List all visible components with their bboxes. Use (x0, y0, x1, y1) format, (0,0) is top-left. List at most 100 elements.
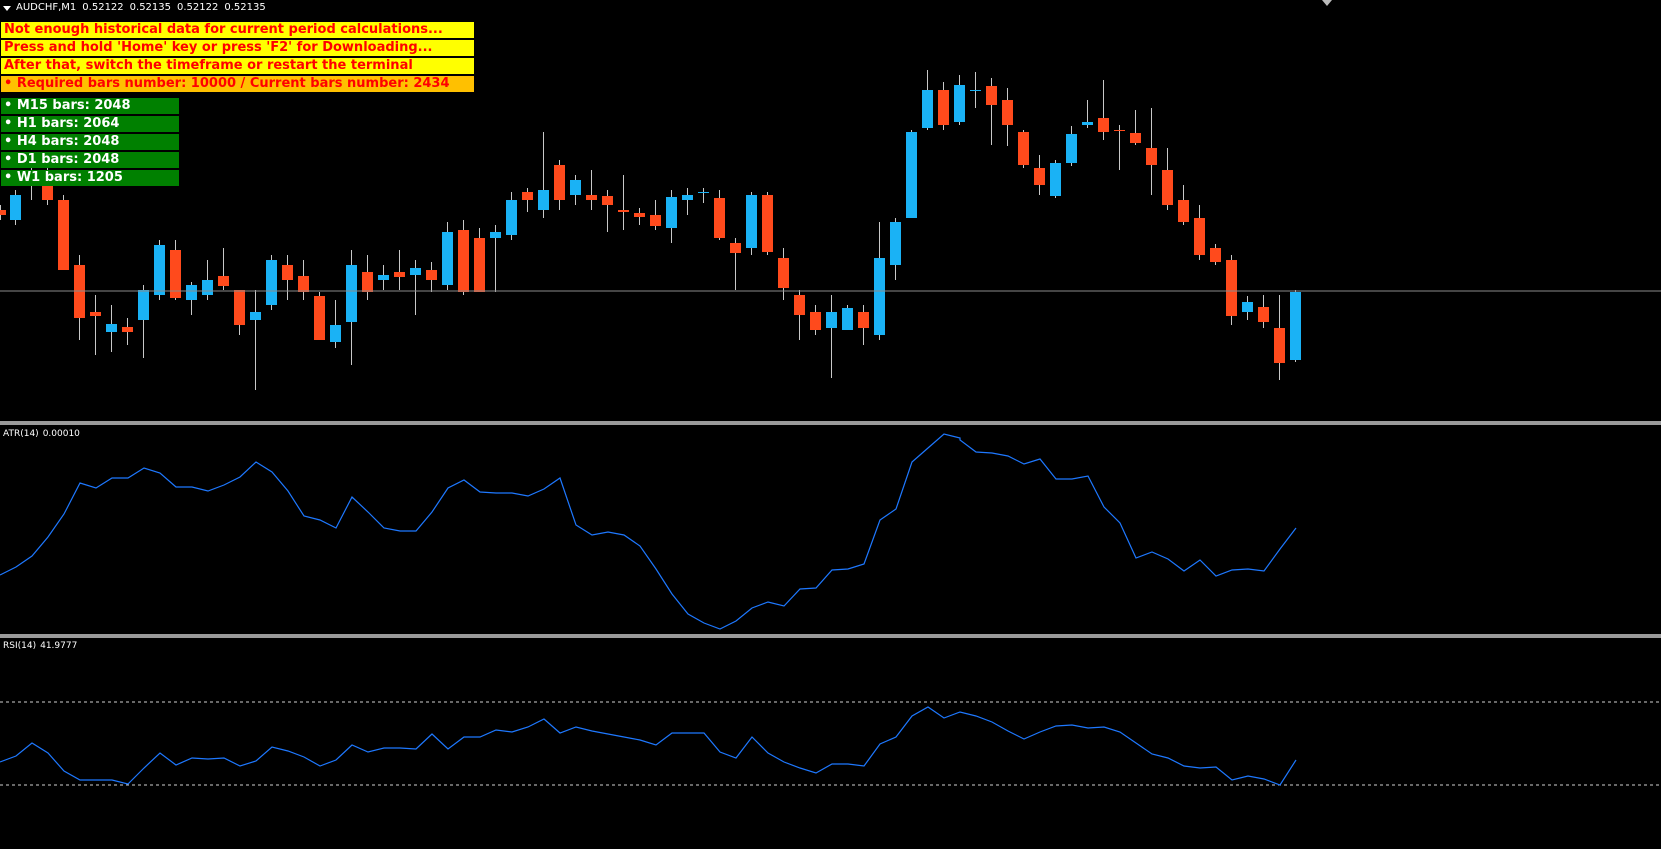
candle-body (218, 276, 229, 286)
candle-bullish[interactable] (1242, 296, 1253, 320)
candle-bearish[interactable] (730, 238, 741, 290)
candle-bearish[interactable] (1018, 130, 1029, 168)
chart-menu-triangle-icon[interactable] (3, 5, 11, 11)
candle-bearish[interactable] (362, 255, 373, 300)
candle-bullish[interactable] (10, 190, 21, 225)
candle-bearish[interactable] (794, 290, 805, 340)
candle-bullish[interactable] (922, 70, 933, 130)
rsi-line[interactable] (0, 706, 1297, 786)
candle-bullish[interactable] (682, 188, 693, 215)
candle-bullish[interactable] (330, 300, 341, 348)
candle-body (1034, 168, 1045, 185)
candle-bearish[interactable] (234, 290, 245, 335)
candle-bullish[interactable] (698, 188, 709, 203)
candle-bullish[interactable] (1082, 100, 1093, 128)
pane-separator-atr[interactable] (0, 421, 1661, 425)
pane-separator-rsi[interactable] (0, 634, 1661, 638)
candle-bullish[interactable] (490, 225, 501, 292)
candle-bullish[interactable] (138, 285, 149, 358)
candle-bullish[interactable] (970, 72, 981, 108)
candle-bearish[interactable] (522, 188, 533, 212)
candle-bullish[interactable] (378, 265, 389, 290)
candle-bearish[interactable] (986, 78, 997, 145)
candle-bearish[interactable] (1178, 185, 1189, 225)
candle-bearish[interactable] (1114, 125, 1125, 170)
candle-bearish[interactable] (1274, 295, 1285, 380)
candle-body (746, 195, 757, 248)
candle-bearish[interactable] (938, 82, 949, 130)
candle-bearish[interactable] (90, 295, 101, 355)
candle-bullish[interactable] (1050, 160, 1061, 198)
candle-bullish[interactable] (202, 260, 213, 300)
candle-bullish[interactable] (1066, 126, 1077, 166)
candle-bullish[interactable] (1290, 290, 1301, 362)
candle-bearish[interactable] (602, 190, 613, 232)
candle-body (650, 215, 661, 226)
candle-bearish[interactable] (1146, 108, 1157, 195)
candle-bearish[interactable] (394, 250, 405, 290)
candle-bullish[interactable] (538, 132, 549, 218)
candle-bearish[interactable] (554, 160, 565, 210)
candle-bullish[interactable] (906, 130, 917, 218)
candle-bullish[interactable] (410, 260, 421, 315)
candle-bullish[interactable] (250, 290, 261, 390)
atr-line[interactable] (0, 433, 1297, 630)
rsi-indicator-label: RSI(14) 41.9777 (3, 641, 81, 652)
candle-bullish[interactable] (106, 305, 117, 352)
atr-pane[interactable] (0, 433, 1297, 630)
candle-bullish[interactable] (186, 282, 197, 315)
candle-bearish[interactable] (1258, 295, 1269, 328)
candle-bearish[interactable] (298, 260, 309, 300)
candle-bearish[interactable] (58, 195, 69, 270)
candle-bearish[interactable] (1002, 88, 1013, 146)
candle-bearish[interactable] (1194, 205, 1205, 260)
candle-bullish[interactable] (266, 255, 277, 310)
candle-body (666, 197, 677, 228)
rsi-pane[interactable] (0, 701, 1661, 786)
candle-bullish[interactable] (842, 305, 853, 330)
warning-download-hint: Press and hold 'Home' key or press 'F2' … (1, 40, 474, 56)
candle-bullish[interactable] (154, 240, 165, 300)
candle-bullish[interactable] (890, 218, 901, 280)
candle-bullish[interactable] (954, 75, 965, 125)
candle-bearish[interactable] (1034, 155, 1045, 195)
candle-bullish[interactable] (346, 250, 357, 365)
candle-bearish[interactable] (458, 220, 469, 295)
candle-bearish[interactable] (122, 318, 133, 345)
candle-bearish[interactable] (1130, 110, 1141, 145)
price-pane[interactable] (0, 70, 1301, 390)
candle-bearish[interactable] (1226, 255, 1237, 325)
candle-body (1050, 163, 1061, 196)
candle-bearish[interactable] (426, 262, 437, 292)
candle-bearish[interactable] (1162, 148, 1173, 210)
candle-bearish[interactable] (1210, 244, 1221, 265)
candle-bearish[interactable] (618, 175, 629, 230)
candle-bullish[interactable] (570, 175, 581, 205)
candle-bearish[interactable] (634, 208, 645, 225)
candle-bearish[interactable] (0, 205, 6, 220)
candle-bullish[interactable] (746, 192, 757, 255)
candle-body (1210, 248, 1221, 262)
candle-bearish[interactable] (586, 170, 597, 210)
bars-count-h1: • H1 bars: 2064 (1, 116, 179, 132)
candle-body (1162, 170, 1173, 205)
candle-bearish[interactable] (762, 192, 773, 255)
candle-bearish[interactable] (810, 305, 821, 335)
candle-bearish[interactable] (170, 240, 181, 300)
candle-bullish[interactable] (506, 192, 517, 240)
candle-bearish[interactable] (282, 255, 293, 300)
candle-bearish[interactable] (474, 228, 485, 292)
candle-bearish[interactable] (714, 190, 725, 240)
shift-marker-icon[interactable] (1322, 0, 1332, 6)
candle-bullish[interactable] (666, 190, 677, 243)
candle-bullish[interactable] (874, 222, 885, 340)
candle-bearish[interactable] (858, 305, 869, 345)
candle-bullish[interactable] (826, 295, 837, 378)
candle-bearish[interactable] (218, 248, 229, 290)
candle-bullish[interactable] (442, 222, 453, 290)
candle-bearish[interactable] (1098, 80, 1109, 140)
candle-bearish[interactable] (650, 200, 661, 230)
candle-bearish[interactable] (314, 292, 325, 340)
